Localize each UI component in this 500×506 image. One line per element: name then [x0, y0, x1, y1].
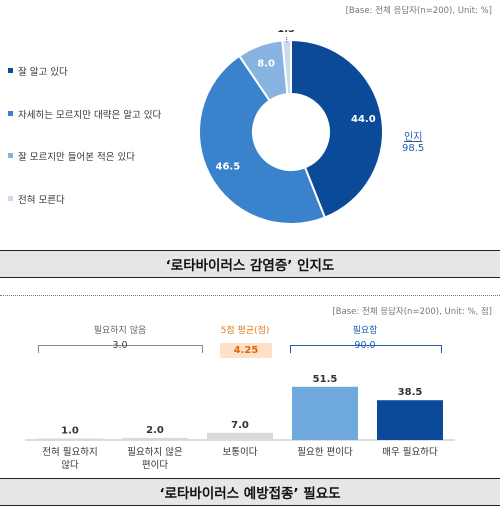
bottom-base-note: [Base: 전체 응답자(n=200), Unit: %, 점] — [332, 305, 492, 317]
bar-3 — [207, 433, 273, 440]
bar-value-label-4: 51.5 — [313, 374, 338, 385]
section-divider — [0, 295, 500, 296]
bar-category-label: 보통이다 — [198, 446, 282, 459]
bar-chart: 1.0 2.0 7.0 51.5 38.5 — [0, 365, 500, 445]
top-chart-caption: ‘로타바이러스 감염증’ 인지도 — [0, 250, 500, 278]
legend-label: 자세히는 모르지만 대략은 알고 있다 — [18, 108, 173, 123]
legend-label: 잘 알고 있다 — [18, 65, 173, 80]
bar-value-label-1: 1.0 — [61, 426, 79, 437]
legend-swatch — [8, 111, 13, 116]
donut-chart: 44.0 46.5 8.0 1.5 — [180, 30, 410, 240]
awareness-value: 98.5 — [402, 143, 424, 154]
average-label: 5점 평균(점) — [205, 323, 285, 336]
not-needed-value: 3.0 — [40, 340, 200, 351]
legend-label: 전혀 모른다 — [18, 193, 173, 208]
needed-label: 필요함 — [290, 323, 440, 336]
bar-value-label-5: 38.5 — [398, 387, 423, 398]
donut-value-label-3: 8.0 — [257, 59, 275, 70]
bar-5 — [377, 400, 443, 440]
legend-item: 자세히는 모르지만 대략은 알고 있다 — [8, 108, 173, 123]
average-value-box: 4.25 — [220, 343, 272, 358]
bar-1 — [37, 439, 103, 441]
not-needed-label: 필요하지 않음 — [40, 323, 200, 336]
legend-item: 전혀 모른다 — [8, 193, 173, 208]
top-base-note: [Base: 전체 응답자(n=200), Unit: %] — [346, 4, 492, 16]
legend-item: 잘 모르지만 들어본 적은 있다 — [8, 150, 173, 165]
donut-value-label-2: 46.5 — [215, 161, 240, 172]
legend-item: 잘 알고 있다 — [8, 65, 173, 80]
bar-category-label: 필요한 편이다 — [283, 446, 367, 459]
legend-label: 잘 모르지만 들어본 적은 있다 — [18, 150, 173, 165]
bar-value-label-3: 7.0 — [231, 420, 249, 431]
bottom-chart-caption: ‘로타바이러스 예방접종’ 필요도 — [0, 478, 500, 506]
bar-2 — [122, 438, 188, 440]
donut-value-label-1: 44.0 — [351, 114, 376, 125]
legend-swatch — [8, 68, 13, 73]
donut-value-label-4: 1.5 — [277, 30, 295, 35]
bar-4 — [292, 387, 358, 440]
awareness-label: 인지 — [404, 128, 422, 143]
legend-swatch — [8, 196, 13, 201]
bar-category-label: 매우 필요하다 — [368, 446, 452, 459]
bar-value-label-2: 2.0 — [146, 425, 164, 436]
needed-value: 90.0 — [290, 340, 440, 351]
legend-swatch — [8, 153, 13, 158]
